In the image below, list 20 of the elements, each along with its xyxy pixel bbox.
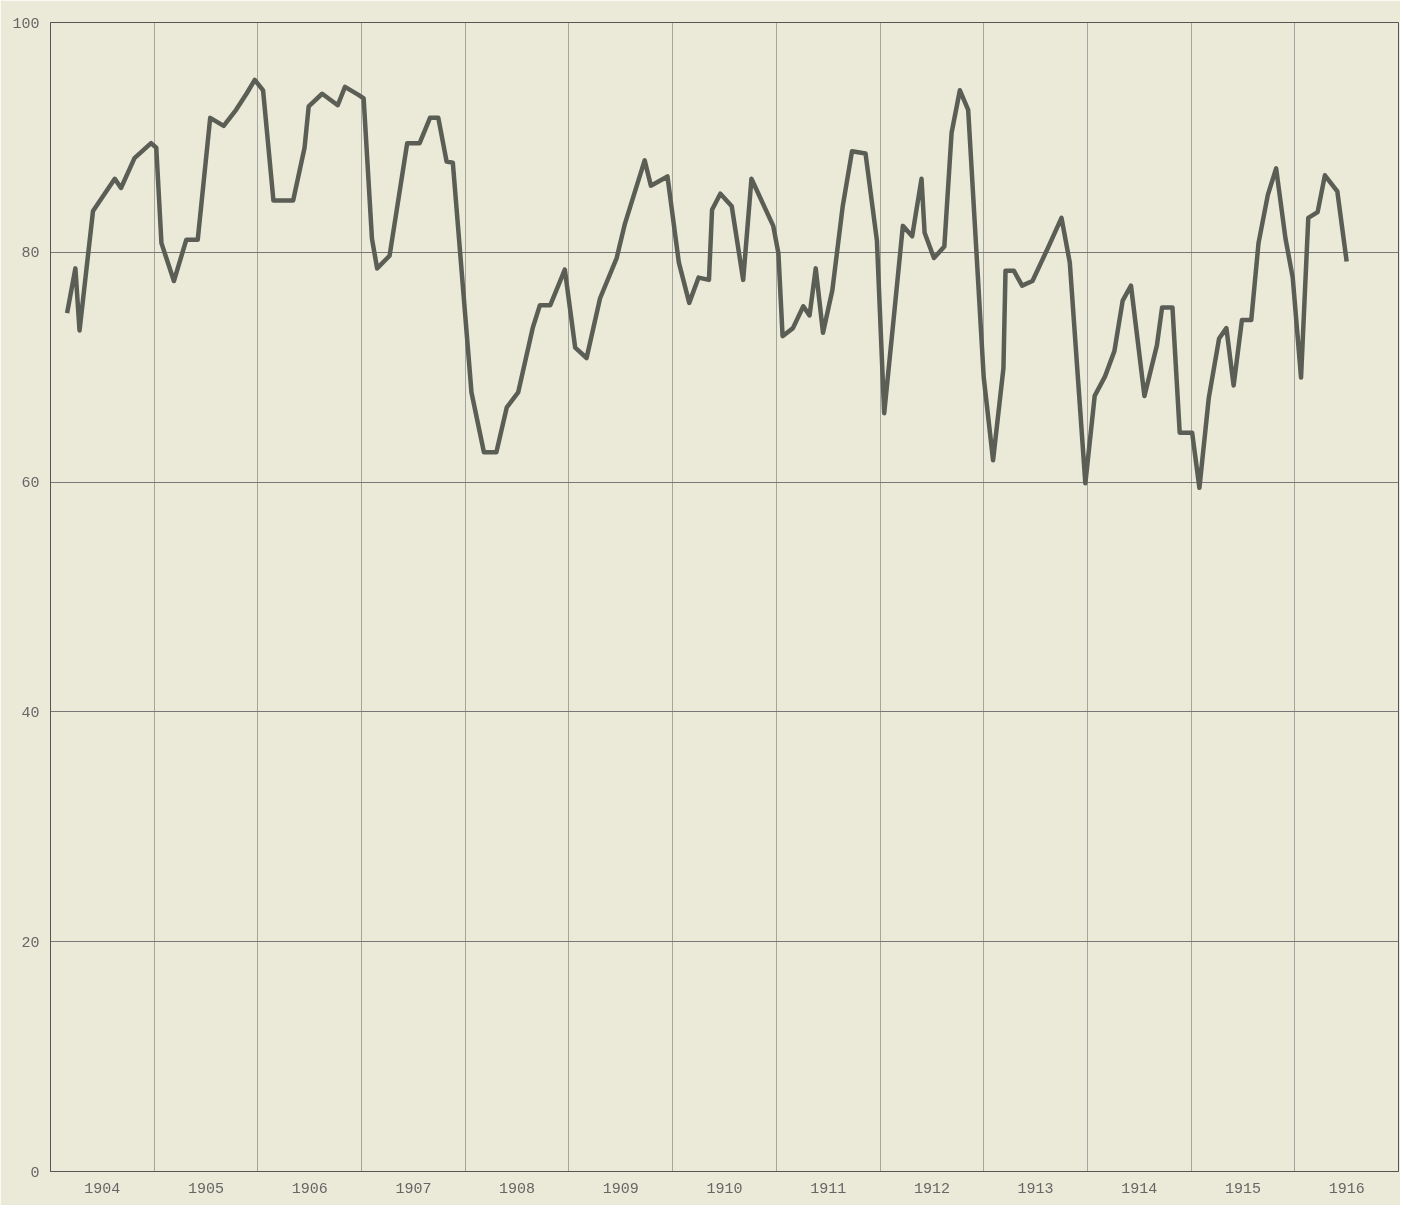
x-tick-label: 1916 bbox=[1328, 1180, 1365, 1198]
x-tick-label: 1908 bbox=[499, 1180, 536, 1198]
y-tick-label: 100 bbox=[12, 15, 40, 33]
y-tick-label: 0 bbox=[30, 1164, 40, 1182]
x-tick-label: 1915 bbox=[1224, 1180, 1261, 1198]
x-tick-label: 1904 bbox=[84, 1180, 121, 1198]
y-tick-label: 80 bbox=[21, 245, 40, 263]
x-tick-label: 1909 bbox=[602, 1180, 639, 1198]
line-series bbox=[64, 77, 1349, 491]
y-tick-label: 60 bbox=[21, 475, 40, 493]
x-tick-label: 1913 bbox=[1017, 1180, 1054, 1198]
x-tick-label: 1914 bbox=[1121, 1180, 1158, 1198]
y-tick-label: 20 bbox=[21, 934, 40, 952]
x-tick-label: 1912 bbox=[913, 1180, 950, 1198]
x-tick-label: 1907 bbox=[395, 1180, 432, 1198]
x-tick-label: 1905 bbox=[188, 1180, 225, 1198]
x-tick-label: 1911 bbox=[810, 1180, 847, 1198]
x-tick-label: 1910 bbox=[706, 1180, 743, 1198]
x-tick-label: 1906 bbox=[291, 1180, 328, 1198]
y-tick-label: 40 bbox=[21, 704, 40, 722]
